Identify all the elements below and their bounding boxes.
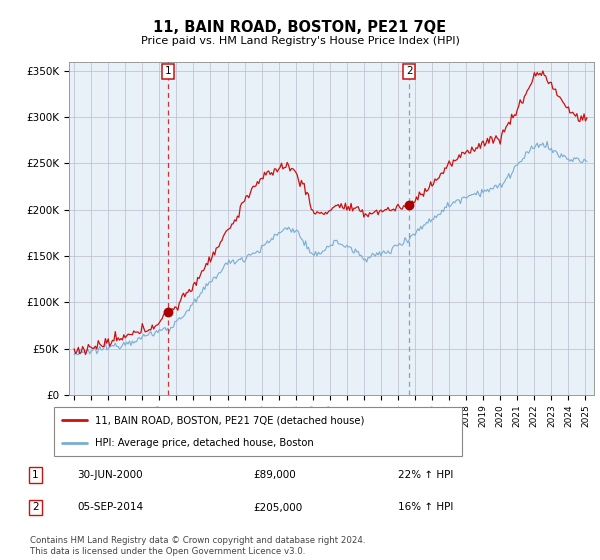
Text: 11, BAIN ROAD, BOSTON, PE21 7QE (detached house): 11, BAIN ROAD, BOSTON, PE21 7QE (detache… (95, 416, 364, 426)
Text: 11, BAIN ROAD, BOSTON, PE21 7QE: 11, BAIN ROAD, BOSTON, PE21 7QE (154, 20, 446, 35)
FancyBboxPatch shape (54, 407, 462, 456)
Text: Contains HM Land Registry data © Crown copyright and database right 2024.
This d: Contains HM Land Registry data © Crown c… (30, 536, 365, 556)
Text: 1: 1 (32, 470, 39, 480)
Text: Price paid vs. HM Land Registry's House Price Index (HPI): Price paid vs. HM Land Registry's House … (140, 36, 460, 46)
Text: 2: 2 (406, 66, 413, 76)
Text: £205,000: £205,000 (253, 502, 302, 512)
Text: 1: 1 (164, 66, 171, 76)
Point (163, 308, 173, 317)
Text: £89,000: £89,000 (253, 470, 296, 480)
Text: 30-JUN-2000: 30-JUN-2000 (77, 470, 143, 480)
Text: 16% ↑ HPI: 16% ↑ HPI (398, 502, 454, 512)
Text: 2: 2 (32, 502, 39, 512)
Text: 22% ↑ HPI: 22% ↑ HPI (398, 470, 454, 480)
Text: 05-SEP-2014: 05-SEP-2014 (77, 502, 143, 512)
Point (404, 200, 414, 209)
Text: HPI: Average price, detached house, Boston: HPI: Average price, detached house, Bost… (95, 438, 314, 448)
